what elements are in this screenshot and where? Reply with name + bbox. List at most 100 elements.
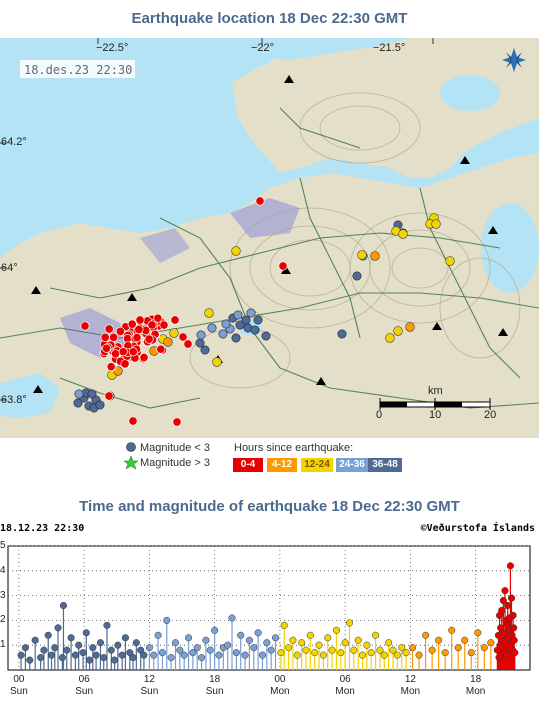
- map-timestamp: 18.des.23 22:30: [24, 63, 133, 77]
- quake-dot-recent: [132, 333, 142, 343]
- point-36-48-4: [37, 654, 45, 662]
- x-tick-day-6: Mon: [400, 686, 421, 697]
- point-0-4-25: [507, 594, 516, 602]
- point-4-12-5: [441, 649, 449, 657]
- point-36-48-16: [79, 649, 87, 657]
- point-24-36-18: [224, 641, 232, 649]
- point-0-4-29: [510, 624, 518, 632]
- point-12-24-13: [332, 626, 340, 634]
- point-0-4-16: [503, 651, 511, 659]
- point-4-12-2: [422, 631, 430, 639]
- lon-label-1: −22.5°: [96, 42, 129, 54]
- point-12-24-3: [289, 636, 297, 644]
- point-12-24-11: [324, 634, 332, 642]
- earthquake-map[interactable]: 18.des.23 22:30 −22.5° −22° −21.5° 64.2°…: [0, 38, 539, 438]
- point-12-24-0: [277, 649, 285, 657]
- point-12-24-9: [315, 641, 323, 649]
- point-36-48-26: [114, 641, 122, 649]
- south-bay: [0, 373, 60, 418]
- y-tick-label-4: 4: [0, 564, 6, 576]
- point-24-36-23: [245, 636, 253, 644]
- hours-24-36: 24-36: [336, 458, 368, 472]
- point-12-24-16: [345, 619, 354, 627]
- quake-dot-recent: [111, 349, 121, 359]
- lat-label-1: 64.2°: [1, 136, 27, 148]
- point-24-36-1: [150, 651, 158, 659]
- earthquake-dots[interactable]: [73, 196, 455, 427]
- x-tick-day-7: Mon: [465, 686, 486, 697]
- point-24-36-26: [258, 651, 267, 659]
- point-36-48-25: [111, 656, 119, 664]
- chart-canvas: [7, 545, 531, 671]
- x-tick-hour-1: 06: [78, 674, 90, 685]
- point-4-12-7: [454, 644, 462, 652]
- quake-dot-recent: [120, 359, 130, 369]
- lat-label-3: 63.8°: [1, 394, 27, 406]
- point-36-48-21: [96, 639, 104, 647]
- point-12-24-12: [328, 646, 336, 654]
- point-36-48-15: [75, 641, 83, 649]
- x-tick-hour-2: 12: [143, 674, 155, 685]
- point-36-48-2: [26, 656, 34, 664]
- contour-lines: [189, 92, 521, 389]
- point-24-36-22: [241, 651, 249, 659]
- x-tick-day-1: Sun: [75, 686, 94, 697]
- map-title: Earthquake location 18 Dec 22:30 GMT: [131, 10, 408, 27]
- point-24-36-24: [250, 644, 258, 652]
- quake-dot-recent: [115, 326, 125, 336]
- point-36-48-1: [21, 644, 29, 652]
- x-tick-hour-3: 18: [209, 674, 221, 685]
- x-tick-hour-5: 06: [339, 674, 351, 685]
- point-24-36-2: [154, 631, 162, 639]
- point-24-36-4: [163, 616, 171, 624]
- point-4-12-3: [428, 646, 436, 654]
- point-12-24-21: [367, 649, 375, 657]
- chart-right-label: ©Veðurstofa Íslands: [420, 523, 535, 534]
- point-36-48-20: [92, 651, 100, 659]
- large-magnitude-star-icon: [123, 455, 139, 470]
- point-36-48-6: [44, 631, 52, 639]
- lat-label-2: 64°: [1, 262, 18, 274]
- scale-tick-10: 10: [429, 409, 442, 421]
- point-36-48-12: [63, 646, 71, 654]
- x-tick-day-4: Mon: [270, 686, 290, 697]
- compass-star-icon: [502, 48, 526, 72]
- point-12-24-7: [306, 631, 314, 639]
- peninsula-tip: [0, 283, 50, 358]
- point-24-36-7: [176, 646, 184, 654]
- point-24-36-27: [263, 639, 271, 647]
- x-tick-hour-6: 12: [404, 674, 416, 685]
- point-24-36-25: [254, 629, 262, 637]
- point-0-4-31: [511, 649, 519, 657]
- point-0-4-10: [499, 597, 507, 605]
- point-0-4-13: [501, 587, 509, 595]
- point-12-24-1: [280, 621, 288, 629]
- point-24-36-15: [211, 626, 219, 634]
- x-tick-day-3: Sun: [205, 686, 224, 697]
- quake-dot-recent: [127, 319, 137, 329]
- hours-0-4: 0-4: [233, 458, 263, 472]
- point-24-36-12: [198, 654, 206, 662]
- point-12-24-6: [302, 646, 310, 654]
- x-tick-day-0: Sun: [9, 686, 28, 697]
- quake-dot-recent: [128, 347, 138, 357]
- point-36-48-33: [140, 651, 148, 659]
- x-tick-hour-7: 18: [470, 674, 482, 685]
- graticule-ticks: [0, 38, 434, 401]
- map-legend: [0, 440, 539, 480]
- y-tick-label-3: 3: [0, 589, 6, 601]
- point-36-48-13: [67, 634, 75, 642]
- point-24-36-10: [189, 649, 197, 657]
- point-24-36-16: [215, 651, 223, 659]
- map-canvas: [0, 38, 539, 438]
- x-tick-hour-4: 00: [274, 674, 286, 685]
- point-4-12-0: [409, 644, 417, 652]
- point-36-48-10: [58, 654, 66, 662]
- point-12-24-15: [341, 639, 349, 647]
- point-24-36-21: [237, 631, 245, 639]
- point-0-4-23: [506, 562, 514, 570]
- point-12-24-28: [398, 644, 406, 652]
- point-36-48-28: [121, 634, 129, 642]
- point-36-48-24: [107, 646, 115, 654]
